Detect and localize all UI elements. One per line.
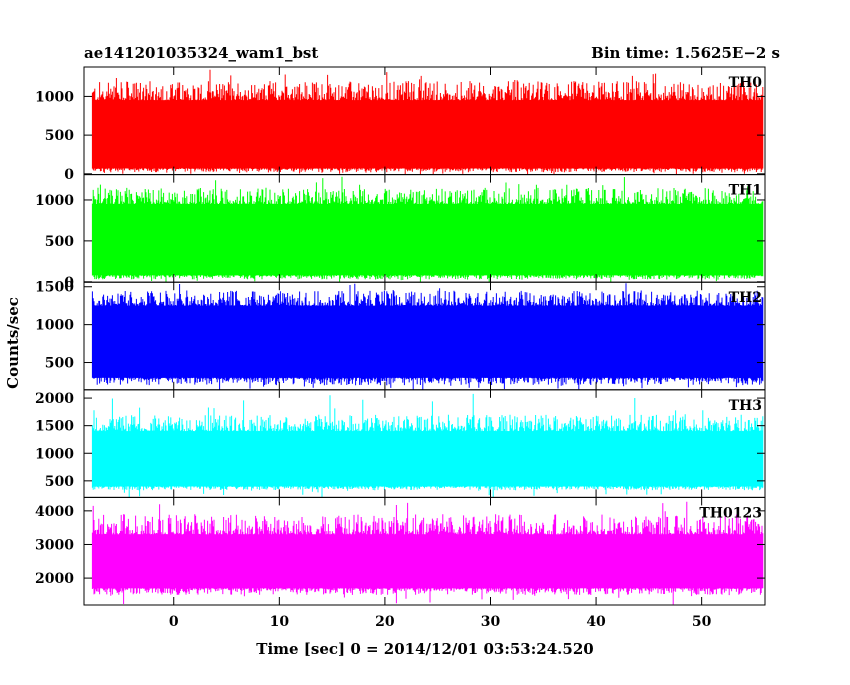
panel-label: TH1	[729, 183, 762, 199]
y-tick-label: 0	[64, 167, 74, 183]
panel-label: TH0	[729, 75, 763, 91]
series-th1	[91, 176, 764, 283]
header-right-title: Bin time: 1.5625E−2 s	[591, 44, 780, 62]
y-tick-label: 500	[45, 356, 74, 372]
y-tick-label: 3000	[35, 537, 74, 553]
series-th0	[91, 69, 764, 175]
panel-th1: 0 500 1000 TH1	[35, 174, 766, 291]
x-tick-label: 10	[270, 614, 290, 630]
series-th2	[91, 283, 764, 390]
panel-label: TH0123	[699, 505, 762, 521]
x-tick-label: 50	[692, 614, 712, 630]
y-tick-label: 2000	[35, 571, 74, 587]
series-th0123	[91, 501, 764, 605]
y-tick-label: 0	[64, 275, 74, 291]
panel-label: TH3	[729, 398, 762, 414]
panel-th3: 500 1000 1500 2000 TH3	[35, 389, 766, 498]
x-tick-label: 40	[586, 614, 606, 630]
y-tick-label: 4000	[35, 504, 74, 520]
y-tick-label: 2000	[35, 391, 74, 407]
panel-th0123: 2000 3000 4000 TH0123	[35, 496, 766, 606]
y-tick-label: 1000	[35, 89, 74, 105]
panel-th0: 0 500 1000 TH0	[35, 66, 766, 183]
panel-th2: 500 1000 1500 TH2	[35, 280, 766, 391]
header-left-title: ae141201035324_wam1_bst	[84, 44, 318, 62]
x-axis: 0 10 20 30 40 50	[169, 614, 712, 630]
y-tick-label: 500	[45, 474, 74, 490]
y-tick-label: 500	[45, 234, 74, 250]
panels-group: 0 500 1000 TH0 0 500 1000 TH1 500 1000 1500 TH2 500 1…	[35, 66, 766, 606]
panel-label: TH2	[729, 290, 762, 306]
y-tick-label: 1000	[35, 446, 74, 462]
y-tick-label: 1000	[35, 193, 74, 209]
y-tick-label: 1500	[35, 280, 74, 296]
x-tick-label: 30	[481, 614, 501, 630]
y-tick-label: 500	[45, 128, 74, 144]
x-tick-label: 0	[169, 614, 179, 630]
x-axis-label: Time [sec] 0 = 2014/12/01 03:53:24.520	[256, 640, 593, 658]
x-tick-label: 20	[375, 614, 395, 630]
panel-frame	[83, 496, 766, 606]
y-axis-label: Counts/sec	[4, 297, 22, 389]
y-tick-label: 1000	[35, 318, 74, 334]
series-th3	[91, 393, 764, 498]
y-tick-label: 1500	[35, 419, 74, 435]
